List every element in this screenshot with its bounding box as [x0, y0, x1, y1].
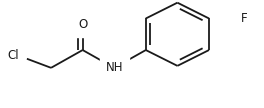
Text: NH: NH [106, 61, 123, 74]
Text: O: O [78, 18, 87, 31]
Text: F: F [241, 12, 247, 25]
Text: Cl: Cl [8, 49, 20, 62]
